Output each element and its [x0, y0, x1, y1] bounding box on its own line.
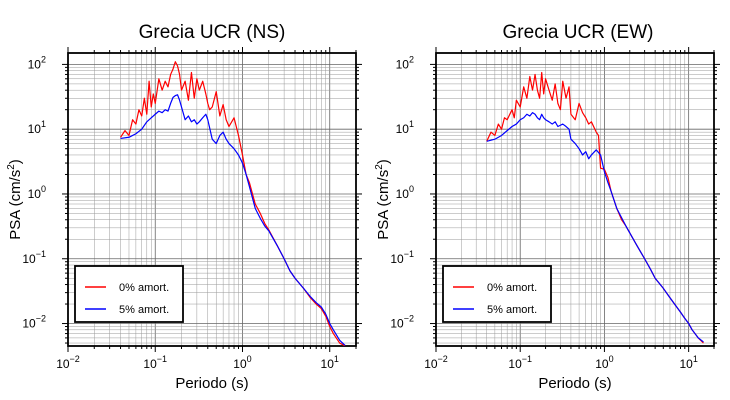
x-tick-label: 10−2 — [424, 354, 448, 371]
plot-frame — [67, 52, 357, 347]
series-line-blue — [120, 94, 346, 346]
legend: 0% amort. 5% amort. — [74, 265, 184, 323]
y-axis-label: PSA (cm/s2) — [374, 159, 392, 240]
x-axis-label: Periodo (s) — [538, 375, 611, 392]
series-line-blue — [486, 112, 704, 343]
legend-box — [442, 265, 552, 323]
plot-frame — [435, 52, 715, 347]
y-tick-label: 10−1 — [390, 249, 414, 266]
y-tick-label: 10−2 — [22, 314, 46, 331]
chart-title: Grecia UCR (NS) — [139, 22, 286, 43]
y-tick-label: 100 — [396, 184, 414, 201]
y-tick-label: 102 — [396, 54, 414, 71]
x-tick-label: 100 — [595, 354, 613, 371]
y-axis-label: PSA (cm/s2) — [6, 159, 24, 240]
chart-panel-1: 10−2 10−1 100 101 10−2 10−1 100 101 102 Grecia UC… — [6, 22, 362, 392]
chart-panel-2: 10−2 10−1 100 101 10−2 10−1 100 101 102 Grecia UC… — [374, 22, 720, 392]
x-tick-label: 10−2 — [56, 354, 80, 371]
legend-label: 5% amort. — [487, 304, 537, 316]
legend-box — [74, 265, 184, 323]
legend-label: 5% amort. — [119, 304, 169, 316]
x-axis-label: Periodo (s) — [175, 375, 248, 392]
x-tick-label: 101 — [321, 354, 339, 371]
ticks — [62, 47, 362, 352]
legend: 0% amort. 5% amort. — [442, 265, 552, 323]
y-tick-label: 10−2 — [390, 314, 414, 331]
y-tick-label: 10−1 — [22, 249, 46, 266]
legend-label: 0% amort. — [487, 282, 537, 294]
y-tick-label: 101 — [28, 119, 46, 136]
x-tick-label: 101 — [679, 354, 697, 371]
ticks — [430, 47, 720, 352]
x-tick-label: 100 — [233, 354, 251, 371]
x-tick-label: 10−1 — [143, 354, 167, 371]
legend-label: 0% amort. — [119, 282, 169, 294]
chart-title: Grecia UCR (EW) — [503, 22, 654, 43]
y-tick-label: 101 — [396, 119, 414, 136]
y-tick-label: 102 — [28, 54, 46, 71]
x-tick-label: 10−1 — [508, 354, 532, 371]
y-tick-label: 100 — [28, 184, 46, 201]
